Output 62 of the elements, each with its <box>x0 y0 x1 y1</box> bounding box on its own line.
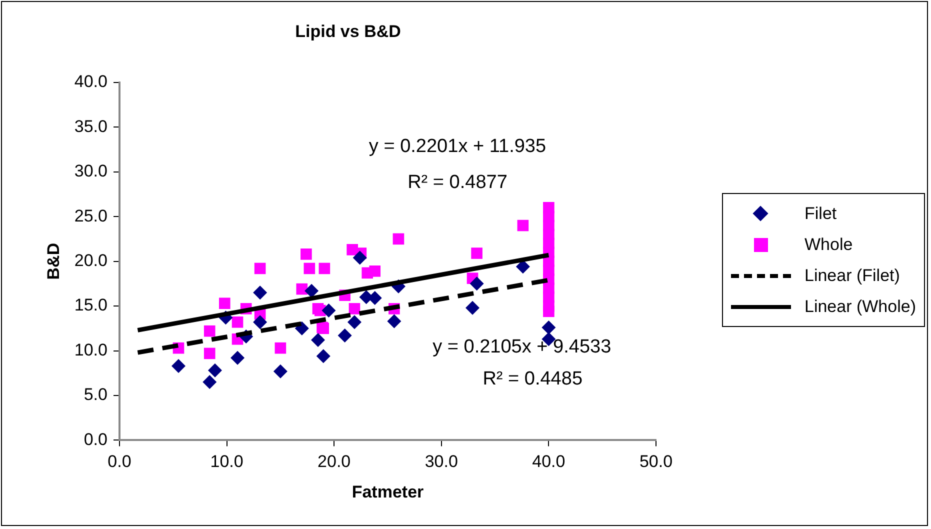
x-tick-label: 30.0 <box>424 452 458 472</box>
point <box>204 348 216 360</box>
annotation: R² = 0.4877 <box>408 172 508 193</box>
legend-label: Linear (Filet) <box>804 266 900 286</box>
point <box>202 375 217 390</box>
point <box>232 316 244 328</box>
point <box>218 298 230 309</box>
point <box>172 358 186 373</box>
point <box>516 260 530 274</box>
x-tick-label: 0.0 <box>108 452 132 472</box>
point <box>347 315 362 330</box>
x-tick-label: 50.0 <box>639 452 673 472</box>
point <box>318 262 330 274</box>
y-tick-label: 40.0 <box>74 72 108 92</box>
point <box>392 233 404 245</box>
chart-title: Lipid vs B&D <box>295 22 401 41</box>
point <box>338 328 352 343</box>
point <box>230 350 245 365</box>
y-tick-label: 15.0 <box>74 296 108 315</box>
point <box>466 300 480 315</box>
legend-label: Filet <box>804 204 837 224</box>
point <box>471 248 482 259</box>
y-tick-label: 35.0 <box>74 116 108 136</box>
point <box>322 304 336 318</box>
point <box>253 286 268 300</box>
point <box>296 283 308 295</box>
x-tick-label: 40.0 <box>532 452 566 472</box>
point <box>300 248 312 260</box>
point <box>542 320 556 334</box>
y-tick-label: 10.0 <box>74 340 108 360</box>
y-tick-label: 5.0 <box>84 385 108 404</box>
point <box>294 321 309 336</box>
point <box>348 303 360 314</box>
x-tick-label: 10.0 <box>210 452 244 472</box>
point <box>387 314 402 328</box>
point <box>254 262 266 274</box>
point <box>304 262 316 274</box>
legend-label: Whole <box>804 234 853 254</box>
annotation: y = 0.2105x + 9.4533 <box>432 336 612 358</box>
point <box>310 333 325 348</box>
point <box>352 250 367 265</box>
point <box>543 306 554 318</box>
point <box>208 363 222 378</box>
y-axis-title: B&D <box>44 242 63 280</box>
y-tick-label: 0.0 <box>84 430 108 449</box>
point <box>369 265 381 277</box>
point <box>273 364 288 378</box>
x-tick-label: 20.0 <box>318 452 351 472</box>
x-axis-title: Fatmeter <box>352 482 424 502</box>
annotation: R² = 0.4485 <box>482 368 583 390</box>
point <box>517 220 529 232</box>
y-tick-label: 20.0 <box>74 250 108 270</box>
point <box>204 325 216 337</box>
legend-label: Linear (Whole) <box>804 296 916 316</box>
point <box>316 349 330 364</box>
point <box>304 284 319 298</box>
annotation: y = 0.2201x + 11.935 <box>368 136 546 158</box>
point <box>470 276 484 291</box>
point <box>253 315 268 330</box>
point <box>274 342 286 354</box>
y-tick-label: 25.0 <box>74 206 108 226</box>
y-tick-label: 30.0 <box>74 162 108 181</box>
